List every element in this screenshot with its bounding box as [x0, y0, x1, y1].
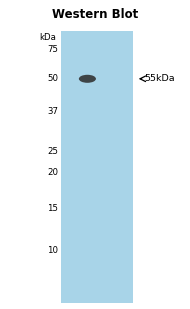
- Text: 37: 37: [47, 107, 58, 116]
- Text: 25: 25: [47, 147, 58, 156]
- Text: 10: 10: [47, 246, 58, 255]
- Text: 50: 50: [47, 74, 58, 83]
- Bar: [61, 31, 133, 303]
- Text: kDa: kDa: [39, 33, 56, 42]
- Text: 15: 15: [47, 204, 58, 213]
- Text: 55kDa: 55kDa: [144, 74, 175, 83]
- Text: 20: 20: [47, 167, 58, 177]
- Ellipse shape: [79, 75, 96, 83]
- Text: Western Blot: Western Blot: [52, 8, 138, 21]
- Text: 75: 75: [47, 45, 58, 54]
